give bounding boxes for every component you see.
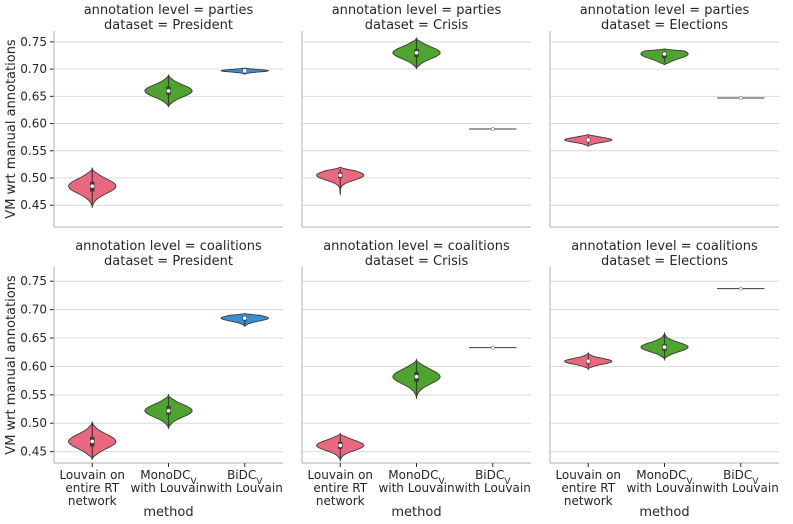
median-dot <box>738 96 743 100</box>
x-tick-label: Louvain on <box>555 468 621 482</box>
y-tick-label: 0.65 <box>20 331 47 345</box>
median-dot <box>738 286 743 291</box>
median-dot <box>662 52 667 56</box>
x-tick-subscript: V <box>687 477 694 487</box>
median-dot <box>586 359 591 364</box>
panel-title-line1: annotation level = parties <box>84 3 254 18</box>
x-tick-subscript: V <box>256 477 263 487</box>
panel-title-line2: dataset = Crisis <box>365 254 469 269</box>
x-tick-label: Louvain on <box>307 468 373 482</box>
panel-title-line1: annotation level = coalitions <box>571 239 758 254</box>
y-tick-label: 0.75 <box>20 35 47 49</box>
median-dot <box>90 439 95 444</box>
y-tick-label: 0.45 <box>20 445 47 459</box>
y-tick-label: 0.70 <box>20 303 47 317</box>
x-tick-label: with Louvain <box>703 481 779 495</box>
x-tick-label: with Louvain <box>207 481 283 495</box>
median-dot <box>242 316 247 320</box>
x-tick-label: entire RT <box>65 481 119 495</box>
x-tick-label: network <box>68 494 117 508</box>
median-dot <box>414 374 419 379</box>
x-tick-label: entire RT <box>561 481 615 495</box>
y-axis-label: VM wrt manual annotations <box>4 39 19 219</box>
x-tick-subscript: V <box>191 477 198 487</box>
x-tick-label: with Louvain <box>455 481 531 495</box>
x-axis-label: method <box>639 505 689 520</box>
x-axis-label: method <box>143 505 193 520</box>
panel-title-line2: dataset = President <box>104 254 233 269</box>
panel-4: 0.45 0.50 0.55 0.60 0.65 0.70 0.75 annotation l… <box>4 239 283 520</box>
panel-title-line2: dataset = Elections <box>601 254 728 269</box>
x-tick-subscript: V <box>439 477 446 487</box>
x-tick-label: with Louvain <box>130 481 206 495</box>
panel-title-line2: dataset = Crisis <box>365 18 469 33</box>
x-tick-subscript: V <box>752 477 759 487</box>
y-tick-label: 0.75 <box>20 274 47 288</box>
panel-1: 0.45 0.50 0.55 0.60 0.65 0.70 0.75 annotation l… <box>4 3 283 228</box>
y-tick-label: 0.70 <box>20 62 47 76</box>
y-tick-label: 0.50 <box>20 171 47 185</box>
panel-title-line2: dataset = Elections <box>601 18 728 33</box>
panel-title-line1: annotation level = coalitions <box>323 239 510 254</box>
median-dot <box>166 408 171 413</box>
median-dot <box>414 50 419 55</box>
panel-title-line1: annotation level = coalitions <box>75 239 262 254</box>
x-tick-label: with Louvain <box>626 481 702 495</box>
y-tick-label: 0.45 <box>20 198 47 212</box>
x-axis-label: method <box>391 505 441 520</box>
y-tick-label: 0.55 <box>20 144 47 158</box>
median-dot <box>490 127 495 131</box>
y-tick-label: 0.65 <box>20 89 47 103</box>
x-tick-label: Louvain on <box>59 468 125 482</box>
panel-title-line2: dataset = President <box>104 18 233 33</box>
median-dot <box>242 68 247 73</box>
y-tick-label: 0.60 <box>20 117 47 131</box>
median-dot <box>338 443 343 448</box>
median-dot <box>166 89 171 93</box>
y-tick-label: 0.50 <box>20 416 47 430</box>
x-tick-label: network <box>564 494 613 508</box>
panel-title-line1: annotation level = parties <box>580 3 750 18</box>
median-dot <box>490 345 495 350</box>
y-tick-label: 0.55 <box>20 388 47 402</box>
x-tick-label: entire RT <box>313 481 367 495</box>
median-dot <box>662 345 667 349</box>
median-dot <box>586 138 591 142</box>
y-tick-label: 0.60 <box>20 359 47 373</box>
x-tick-label: with Louvain <box>378 481 454 495</box>
panel-title-line1: annotation level = parties <box>332 3 502 18</box>
median-dot <box>338 173 343 178</box>
median-dot <box>90 184 95 188</box>
y-axis-label: VM wrt manual annotations <box>4 275 19 455</box>
x-tick-subscript: V <box>504 477 511 487</box>
x-tick-label: network <box>316 494 365 508</box>
